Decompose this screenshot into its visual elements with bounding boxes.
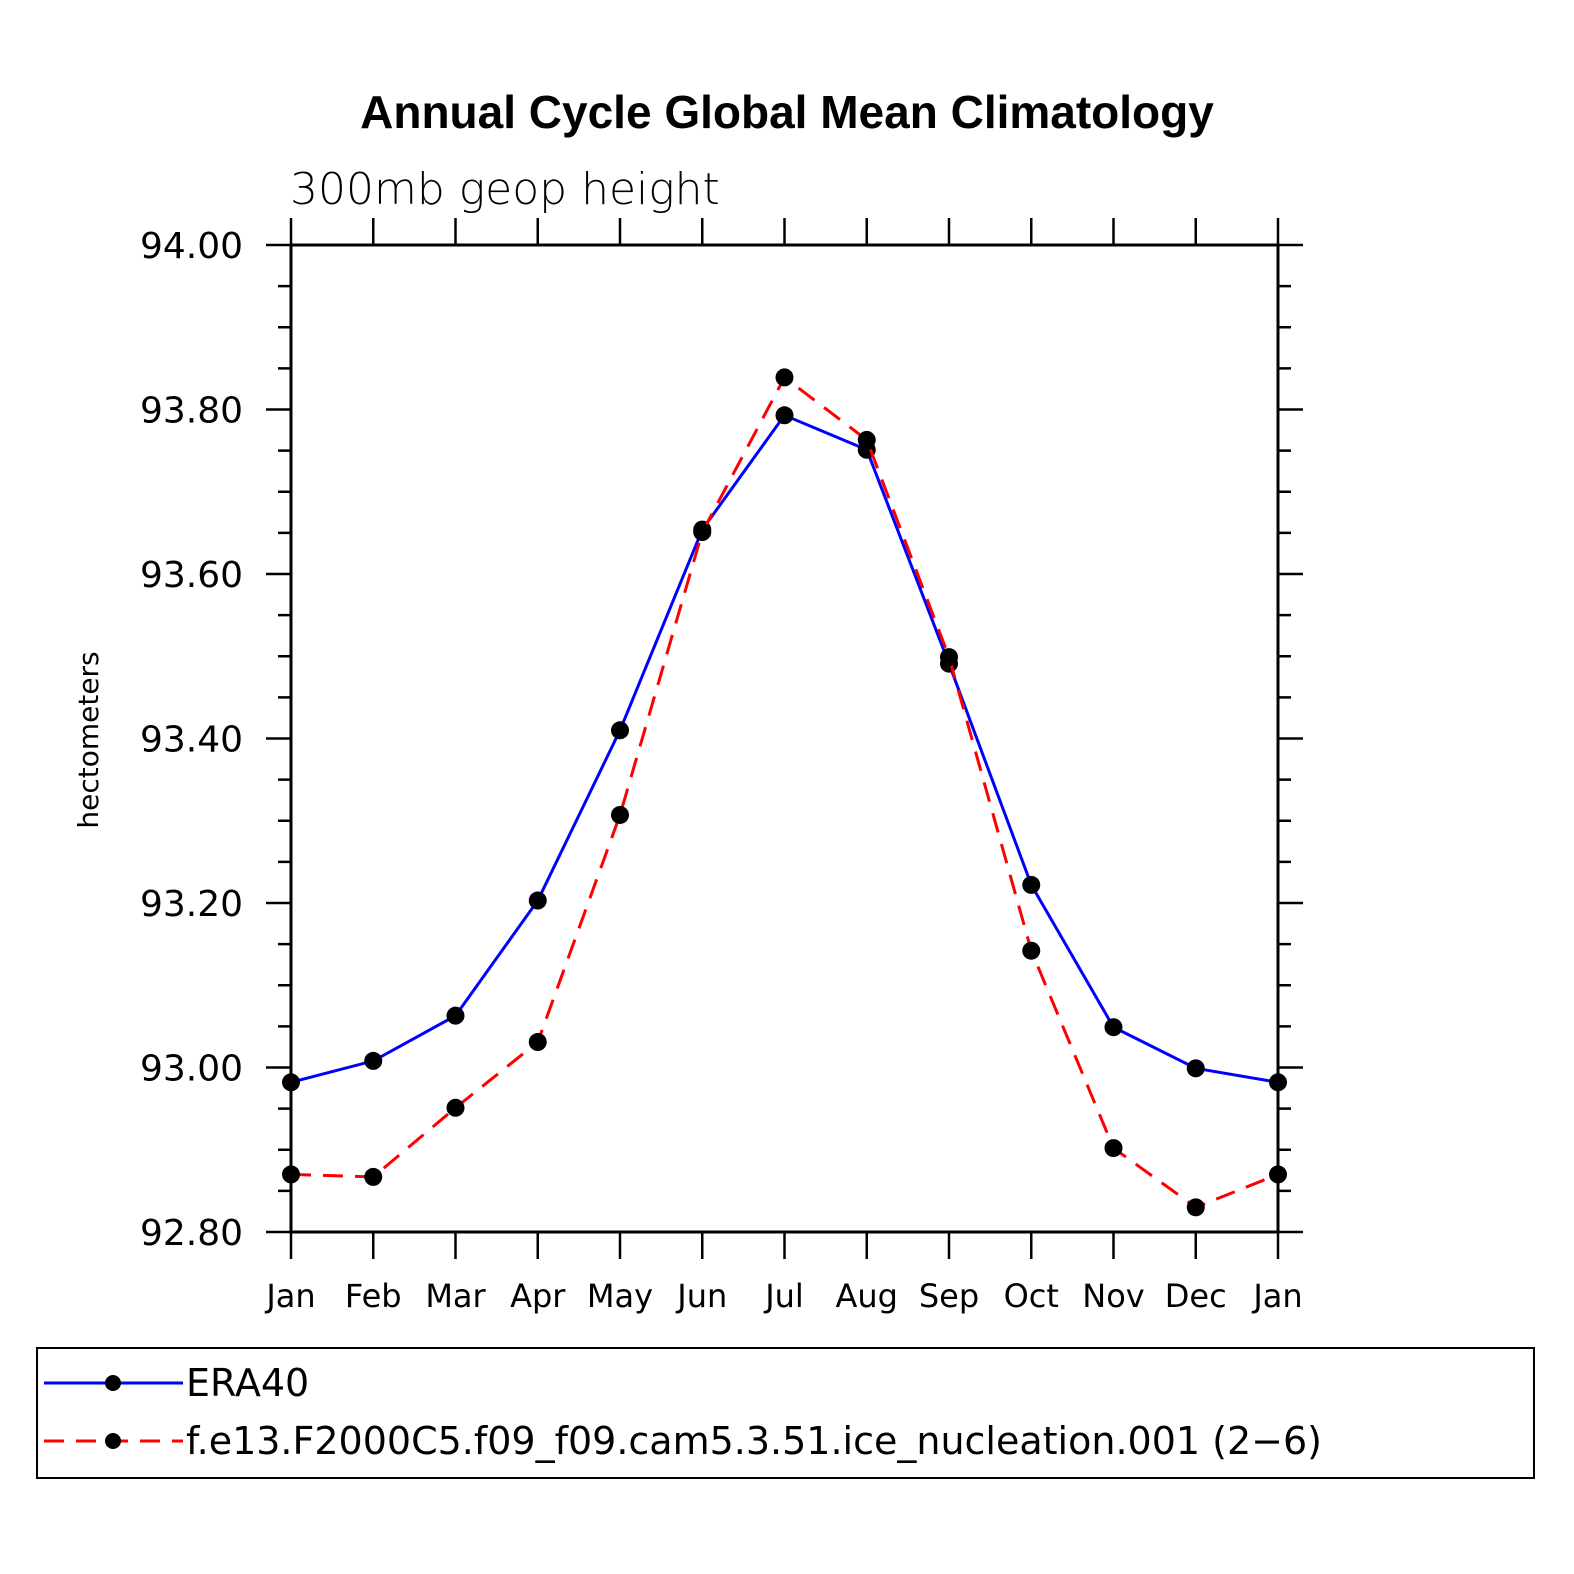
series-0-point (611, 721, 629, 740)
plot-frame (289, 243, 1280, 1234)
series-1-point (611, 805, 629, 824)
x-tick-label: Oct (1004, 1277, 1059, 1315)
series-1-point (775, 368, 794, 387)
x-tick-label: Jul (763, 1277, 804, 1315)
series-0-point (1022, 875, 1041, 894)
series-layer (282, 368, 1287, 1217)
x-tick-label: Apr (510, 1277, 566, 1315)
legend-box (36, 1347, 1535, 1479)
series-0-point (364, 1051, 383, 1070)
series-0-point (282, 1073, 300, 1092)
legend-label-model: f.e13.F2000C5.f09_f09.cam5.3.51.ice_nucl… (186, 1419, 1322, 1463)
legend-marker-era40 (105, 1375, 121, 1391)
x-tick-label: May (587, 1277, 653, 1315)
y-tick-label: 93.60 (140, 555, 243, 596)
series-1-point (528, 1033, 547, 1052)
y-tick-label: 94.00 (140, 226, 243, 267)
x-tick-label: Jan (1251, 1277, 1302, 1315)
series-0-point (446, 1006, 465, 1025)
series-1-point (282, 1165, 300, 1184)
series-1-point (693, 523, 712, 542)
y-axis: 92.80 93.00 93.20 93.40 93.60 93.80 94.00 (140, 226, 1303, 1254)
series-1-point (1186, 1198, 1205, 1217)
y-tick-label: 93.00 (140, 1049, 243, 1090)
x-tick-label: Jan (264, 1277, 315, 1315)
series-0-point (775, 406, 794, 425)
legend-label-era40: ERA40 (186, 1361, 309, 1405)
x-tick-label: Aug (836, 1277, 898, 1315)
legend-marker-model (105, 1433, 121, 1449)
x-tick-label: Jun (675, 1277, 727, 1315)
x-tick-label: Dec (1165, 1277, 1227, 1315)
x-tick-label: Mar (425, 1277, 486, 1315)
y-axis-label: hectometers (72, 651, 105, 828)
series-1-point (857, 430, 876, 449)
series-1-point (1104, 1139, 1123, 1158)
y-tick-label: 93.80 (140, 391, 243, 432)
series-1-point (940, 648, 958, 667)
series-0-point (528, 891, 547, 910)
x-tick-label: Nov (1082, 1277, 1144, 1315)
y-tick-label: 93.20 (140, 884, 243, 925)
chart-title: Annual Cycle Global Mean Climatology (360, 86, 1214, 138)
series-0-point (1104, 1018, 1123, 1037)
series-1-point (446, 1098, 465, 1117)
y-tick-label: 93.40 (140, 720, 243, 761)
y-tick-label: 92.80 (140, 1213, 243, 1254)
series-1-point (364, 1167, 383, 1186)
series-1-point (1269, 1165, 1287, 1184)
series-0-point (1269, 1073, 1287, 1092)
x-axis: Jan Feb Mar Apr May Jun Jul Aug Sep Oct Nov Dec Jan (264, 218, 1303, 1315)
x-tick-label: Sep (919, 1277, 979, 1315)
series-1-point (1022, 941, 1041, 960)
series-line-0 (290, 413, 1279, 1084)
legend: ERA40 f.e13.F2000C5.f09_f09.cam5.3.51.ic… (36, 1347, 1535, 1479)
plot-border (289, 243, 1280, 1234)
chart-subtitle: 300mb geop height (290, 164, 720, 215)
series-line-1 (290, 375, 1279, 1209)
x-tick-label: Feb (345, 1277, 402, 1315)
series-0-point (1186, 1059, 1205, 1078)
